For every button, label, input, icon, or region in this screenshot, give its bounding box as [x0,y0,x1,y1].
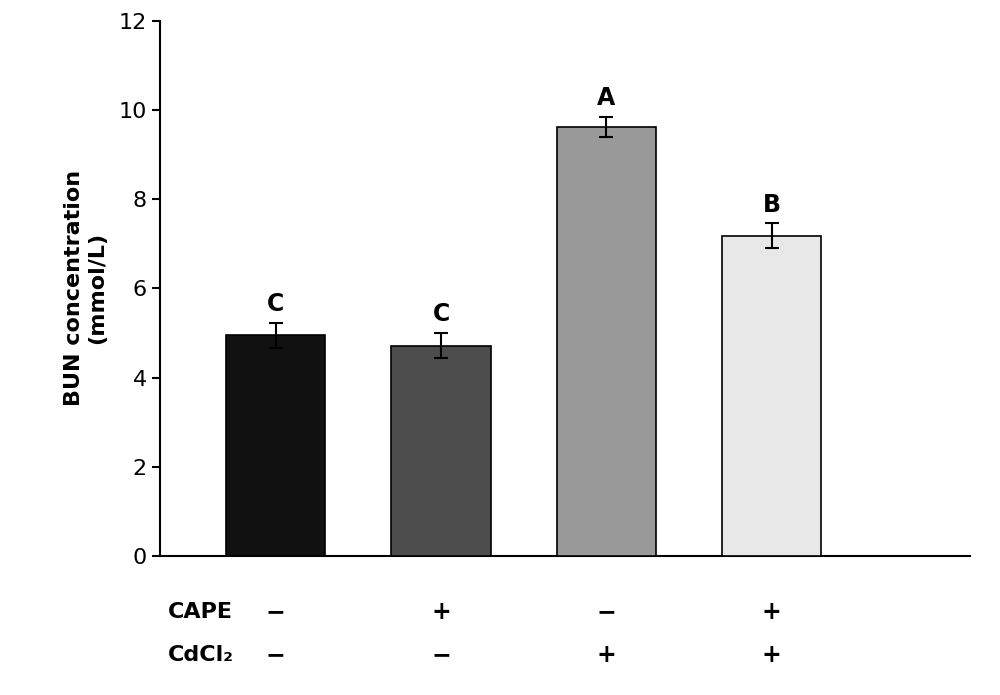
Bar [391,345,491,556]
Text: +: + [596,643,616,667]
Bar [722,236,821,556]
Text: C: C [432,302,450,327]
Text: CdCl₂: CdCl₂ [168,645,234,665]
Text: +: + [762,600,782,624]
Text: +: + [431,600,451,624]
Text: A: A [597,86,615,111]
Text: −: − [266,600,286,624]
Text: C: C [267,292,284,316]
Text: −: − [431,643,451,667]
Text: +: + [762,643,782,667]
Bar [557,127,656,556]
Text: −: − [596,600,616,624]
Text: CAPE: CAPE [168,602,233,622]
Text: −: − [266,643,286,667]
Bar [226,335,325,556]
Text: B: B [763,193,781,217]
Y-axis label: BUN concentration
(mmol/L): BUN concentration (mmol/L) [64,170,107,407]
